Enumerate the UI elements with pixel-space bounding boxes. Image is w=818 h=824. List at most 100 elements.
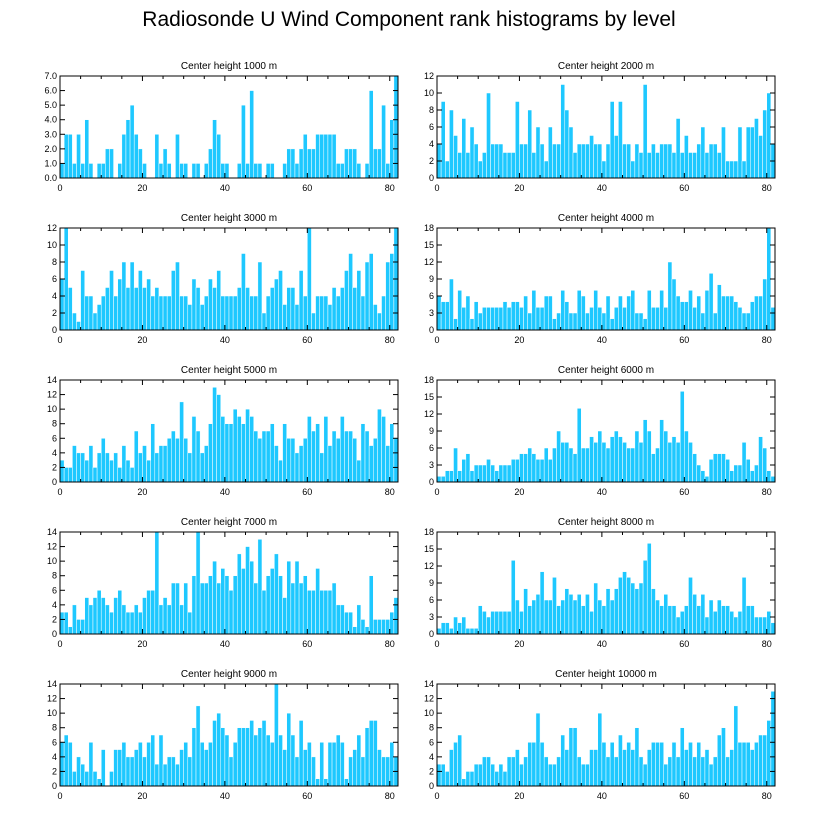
panel-10-bar (750, 749, 755, 787)
panel-4-bar (634, 312, 640, 331)
panel-10-bar (440, 763, 446, 787)
panel-5-bar (109, 459, 114, 483)
panel-6-bar (605, 447, 611, 483)
panel-5-bar (323, 416, 329, 483)
panel-10-bar (605, 756, 611, 787)
panel-4-xtick-label: 80 (762, 335, 772, 345)
panel-10-bar (498, 763, 504, 787)
panel-3-title: Center height 3000 m (181, 213, 277, 224)
panel-3-bar (105, 287, 110, 331)
panel-1-bar (340, 163, 345, 179)
panel-8-ytick-label: 6 (429, 595, 434, 605)
panel-7-bar (269, 568, 275, 635)
panel-9-bar (113, 749, 118, 787)
panel-3-bar (257, 261, 263, 331)
panel-4-xtick-label: 40 (597, 335, 607, 345)
panel-8-bar (519, 611, 524, 635)
panel-7-bar (162, 597, 168, 635)
panel-3-bar (236, 287, 242, 331)
panel-2-bar (663, 143, 669, 179)
panel-4-bar (473, 301, 479, 331)
panel-8-bar (618, 577, 623, 635)
panel-6-bar (436, 476, 442, 483)
panel-1-bar (302, 134, 308, 179)
panel-9-bar (315, 778, 320, 787)
panel-3-bar (241, 253, 246, 331)
panel-8-bar (523, 588, 528, 635)
panel-8-bar (597, 599, 603, 635)
panel-9-ytick-label: 8 (52, 723, 57, 733)
panel-9-bar (389, 742, 395, 787)
panel-4-bar (564, 301, 570, 331)
panel-6-bar (572, 453, 578, 483)
panel-5-bar (96, 452, 102, 483)
panel-9-bar (385, 756, 391, 787)
panel-9-ytick-label: 12 (47, 694, 57, 704)
panel-2-bar (473, 143, 479, 179)
panel-2-bar (601, 160, 607, 179)
panel-9-bar (282, 749, 287, 787)
panel-4-bar (449, 278, 454, 331)
panel-7-bar (105, 604, 110, 635)
panel-7-bar (315, 568, 320, 635)
panel-10-bar (585, 763, 590, 787)
panel-7-bar (154, 531, 160, 635)
panel-1-bar (121, 134, 127, 179)
panel-3-bar (204, 295, 209, 331)
panel-5-bar (335, 438, 341, 483)
panel-10-bar (725, 756, 730, 787)
panel-2-bar (593, 143, 599, 179)
panel-7-bar (245, 546, 250, 635)
panel-7-bar (278, 575, 283, 635)
panel-8-bar (651, 588, 656, 635)
panel-1-bar (364, 163, 370, 179)
panel-10-bar (589, 749, 594, 787)
panel-7-bar (63, 611, 69, 635)
panel-3-bar (212, 287, 217, 331)
panel-1-bar (220, 163, 226, 179)
panel-10-bar (609, 742, 615, 787)
panel-6-xtick-label: 0 (434, 487, 439, 497)
panel-2-bar (762, 109, 768, 179)
panel-9-bar (241, 727, 246, 787)
panel-9-bar (373, 720, 378, 787)
panel-8-bar (766, 611, 772, 635)
panel-6-bar (758, 436, 763, 483)
panel-1-bar (117, 163, 123, 179)
panel-1-bar (377, 148, 382, 179)
panel-1-bar (269, 163, 275, 179)
panel-7-bar (327, 590, 333, 635)
panel-10-bar (535, 712, 541, 787)
panel-5-bar (187, 452, 193, 483)
panel-7-bar (302, 575, 308, 635)
panel-1-bar (311, 148, 316, 179)
panel-9-bar (278, 734, 283, 787)
panel-6-bar (515, 459, 520, 483)
panel-10-bar (552, 763, 557, 787)
panel-5-bar (199, 452, 205, 483)
panel-7-bar (311, 590, 316, 635)
panel-6-bar (679, 391, 685, 483)
panel-7-xtick-label: 60 (302, 639, 312, 649)
panel-9-bar (360, 756, 366, 787)
panel-7-bar (133, 604, 139, 635)
panel-4-title: Center height 4000 m (558, 213, 654, 224)
panel-1-bar (88, 163, 94, 179)
panel-2-bar (440, 101, 446, 179)
panel-4-bar (461, 307, 467, 331)
panel-7-title: Center height 7000 m (181, 517, 277, 528)
panel-2-bar (622, 143, 627, 179)
panel-2-xtick-label: 0 (434, 183, 439, 193)
panel-5-bar (257, 438, 263, 483)
panel-4-bar (696, 295, 702, 331)
panel-7-bar (385, 619, 391, 635)
panel-4-bar (502, 301, 508, 331)
panel-5-bar (298, 445, 304, 483)
panel-10-bar (741, 742, 747, 787)
panel-8-bar (684, 605, 689, 635)
panel-1-bar (191, 163, 197, 179)
panel-9-bar (269, 742, 275, 787)
panel-6-ytick-label: 15 (424, 392, 434, 402)
panel-2-ytick-label: 8 (429, 105, 434, 115)
panel-5-bar (315, 423, 320, 483)
